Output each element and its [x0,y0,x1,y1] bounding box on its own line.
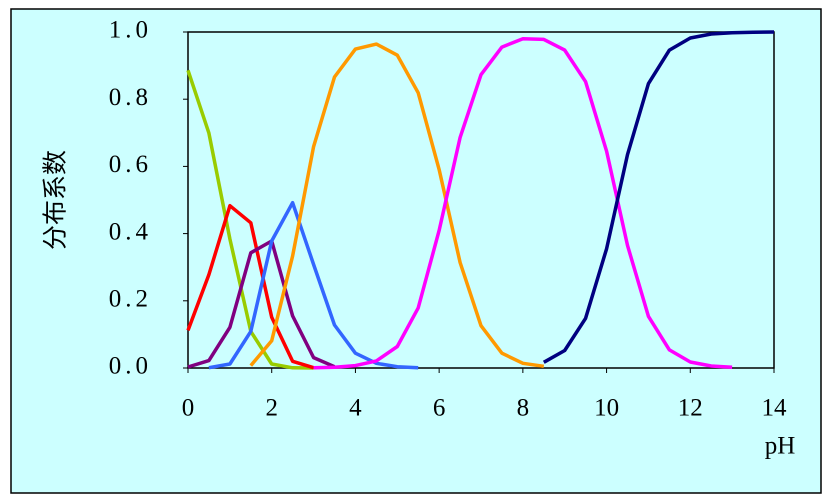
y-tick-label: 0.0 [109,353,152,380]
y-tick-label: 0.2 [109,286,152,313]
x-axis-label: pH [765,433,796,460]
series-line [186,203,315,370]
y-tick-label: 0.8 [109,84,152,111]
series-line [187,239,336,369]
x-tick-label: 14 [762,395,788,422]
x-tick-label: 4 [349,395,362,422]
x-tick-label: 2 [265,395,278,422]
series-line [249,42,545,369]
y-axis-label: 分布系数 [42,150,70,250]
x-tick-label: 12 [678,395,703,422]
x-tick-label: 6 [433,395,446,422]
plot-area [187,31,775,369]
y-tick-label: 1.0 [109,17,152,44]
x-tick-label: 10 [594,395,619,422]
series-line [313,36,733,370]
series-line [208,200,419,370]
x-tick-label: 0 [182,395,195,422]
y-tick-label: 0.4 [109,218,152,245]
series-line [542,30,775,364]
y-tick-label: 0.6 [109,151,152,178]
x-tick-label: 8 [517,395,530,422]
